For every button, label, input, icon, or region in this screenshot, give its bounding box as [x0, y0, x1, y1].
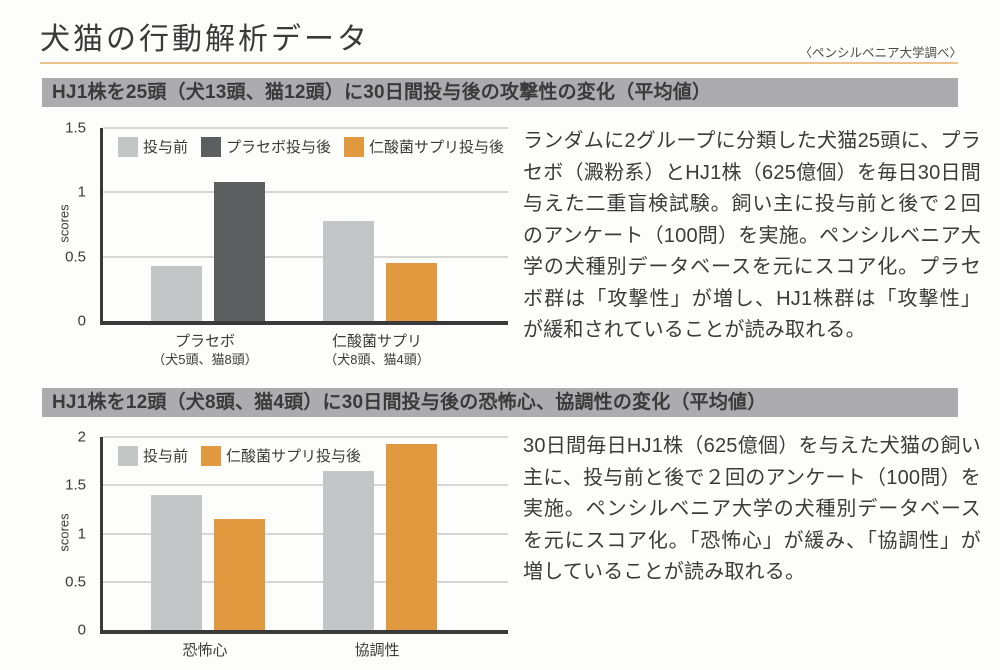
description-fear-cooperation: 30日間毎日HJ1株（625億個）を与えた犬猫の飼い主に、投与前と後で２回のアン…	[523, 435, 981, 583]
bar	[386, 443, 437, 630]
legend-item: 投与前	[118, 445, 188, 466]
bar	[323, 470, 374, 630]
x-axis-category-label: 仁酸菌サプリ （犬8頭、猫4頭）	[320, 332, 434, 368]
gridline	[103, 533, 508, 534]
x-axis-labels: 恐怖心 協調性	[100, 641, 508, 661]
x-axis-category-label: 恐怖心	[148, 641, 262, 661]
bar-group	[151, 128, 265, 321]
legend-label: プラセボ投与後	[226, 139, 332, 156]
bar-group	[151, 437, 265, 630]
bar	[386, 263, 437, 321]
bar	[214, 519, 265, 630]
gridline	[103, 484, 508, 486]
section-heading-fear-cooperation: HJ1株を12頭（犬8頭、猫4頭）に30日間投与後の恐怖心、協調性の変化（平均値…	[42, 388, 958, 417]
y-tick-label: 1	[77, 183, 86, 201]
y-tick-label: 1.5	[65, 119, 86, 137]
legend-item: 投与前	[118, 136, 188, 157]
legend-swatch-icon	[344, 136, 365, 157]
y-tick-label: 0	[77, 621, 86, 639]
x-axis-category-label: 協調性	[320, 641, 434, 661]
y-tick-label: 0	[77, 312, 86, 330]
gridline	[103, 127, 508, 129]
legend-item: 仁酸菌サプリ投与後	[344, 136, 504, 157]
gridline	[103, 581, 508, 583]
description-aggression: ランダムに2グループに分類した犬猫25頭に、プラセボ（澱粉系）とHJ1株（625…	[523, 130, 981, 341]
legend-swatch-icon	[201, 136, 222, 157]
x-axis-category-name: 仁酸菌サプリ	[331, 333, 422, 350]
gridline	[103, 436, 508, 438]
title-underline-rule	[40, 62, 958, 64]
x-axis-category-name: 恐怖心	[182, 642, 228, 659]
plot-area: 投与前 プラセボ投与後 仁酸菌サプリ投与後	[100, 127, 508, 325]
y-tick-label: 1.5	[65, 476, 86, 494]
bar-groups	[103, 437, 508, 630]
source-note: 〈ペンシルベニア大学調べ〉	[799, 46, 962, 60]
x-axis-category-label: プラセボ （犬5頭、猫8頭）	[148, 332, 262, 368]
legend-item: プラセボ投与後	[201, 136, 331, 157]
bar-group	[323, 437, 437, 630]
gridline	[103, 256, 508, 258]
bar	[214, 182, 265, 321]
x-axis-category-subnote: （犬8頭、猫4頭）	[324, 352, 430, 367]
bar	[323, 220, 374, 321]
legend-item: 仁酸菌サプリ投与後	[201, 445, 361, 466]
legend-swatch-icon	[201, 445, 222, 466]
bar-group	[323, 128, 437, 321]
y-tick-label: 2	[77, 428, 86, 446]
bar	[151, 494, 202, 630]
x-axis-category-subnote: （犬5頭、猫8頭）	[152, 352, 258, 367]
legend-swatch-icon	[118, 136, 138, 157]
page-title: 犬猫の行動解析データ	[40, 23, 370, 56]
y-axis-ticks: 0 0.5 1 1.5 2	[55, 429, 93, 639]
x-axis-category-name: 協調性	[354, 642, 400, 659]
legend-swatch-icon	[118, 445, 138, 466]
y-tick-label: 0.5	[65, 248, 86, 266]
legend-label: 仁酸菌サプリ投与後	[226, 448, 362, 465]
chart-legend: 投与前 プラセボ投与後 仁酸菌サプリ投与後	[118, 136, 504, 157]
x-axis-labels: プラセボ （犬5頭、猫8頭） 仁酸菌サプリ （犬8頭、猫4頭）	[100, 332, 508, 368]
legend-label: 投与前	[143, 139, 189, 156]
bar	[151, 265, 202, 321]
legend-label: 投与前	[143, 448, 189, 465]
bar-chart-fear-cooperation: scores 0 0.5 1 1.5 2 投与前 仁酸菌サプリ投与後 恐怖心 協調性	[57, 429, 508, 661]
bar-groups	[103, 128, 508, 321]
legend-label: 仁酸菌サプリ投与後	[369, 139, 505, 156]
plot-area: 投与前 仁酸菌サプリ投与後	[100, 436, 508, 634]
y-tick-label: 1	[77, 525, 86, 542]
chart-legend: 投与前 仁酸菌サプリ投与後	[118, 445, 361, 466]
x-axis-category-name: プラセボ	[174, 333, 235, 350]
gridline	[103, 191, 508, 193]
bar-chart-aggression: scores 0 0.5 1 1.5 投与前 プラセボ投与後 仁酸菌サプリ投与後 プラセボ…	[57, 120, 508, 368]
section-heading-aggression: HJ1株を25頭（犬13頭、猫12頭）に30日間投与後の攻撃性の変化（平均値）	[42, 78, 958, 107]
y-axis-ticks: 0 0.5 1 1.5	[55, 120, 93, 330]
y-tick-label: 0.5	[65, 573, 86, 591]
